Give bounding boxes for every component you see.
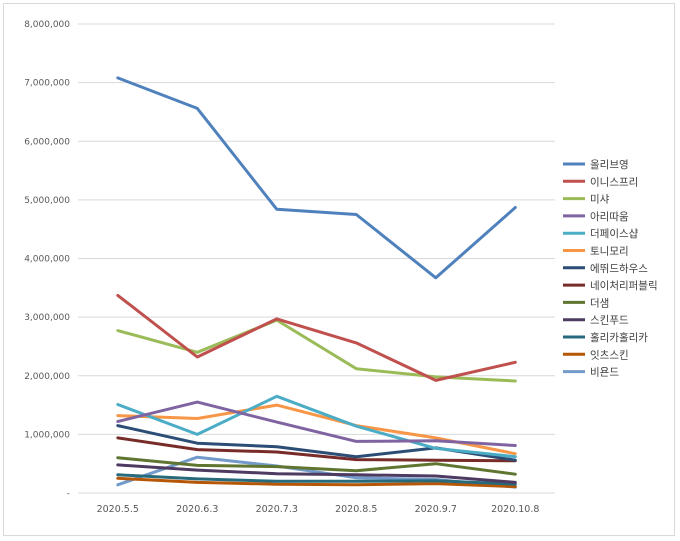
legend-label: 스킨푸드 [590,315,629,327]
y-tick-label: 8,000,000 [24,20,70,30]
legend-label: 비욘드 [590,367,619,379]
chart-frame [3,3,675,536]
legend-label: 더페이스샵 [590,228,639,240]
legend-label: 네이처리퍼블릭 [590,280,658,292]
y-tick-label: 6,000,000 [24,137,70,147]
x-tick-label: 2020.5.5 [97,504,139,515]
x-tick-label: 2020.8.5 [335,504,377,515]
legend-label: 올리브영 [590,159,629,171]
series-line [116,436,517,463]
y-tick-label: - [67,489,70,499]
legend-label: 에뛰드하우스 [590,262,648,275]
legend-label: 이니스프리 [590,176,638,188]
legend-label: 토니모리 [590,246,629,258]
legend-label: 더샘 [590,297,609,309]
y-tick-label: 1,000,000 [24,430,70,440]
series-line [116,293,517,382]
series-line [116,473,517,486]
y-tick-label: 2,000,000 [24,372,70,382]
grid-lines [78,23,555,494]
series-lines [116,76,517,489]
series-line [116,400,517,447]
y-tick-label: 3,000,000 [24,313,70,323]
series-line [116,76,517,280]
series-line [116,463,517,484]
legend-label: 아리따움 [590,211,629,223]
y-tick-label: 7,000,000 [24,79,70,89]
y-axis: - 1,000,000 2,000,000 3,000,000 4,000,000 5,0… [24,20,70,499]
y-tick-label: 5,000,000 [24,196,70,206]
x-tick-label: 2020.7.3 [256,504,298,515]
series-line [116,456,517,476]
legend-label: 잇츠스킨 [590,349,629,361]
legend: 올리브영이니스프리미샤아리따움더페이스샵토니모리에뛰드하우스네이처리퍼블릭더샘스… [563,159,658,379]
series-line [116,476,517,489]
legend-label: 미샤 [590,194,610,206]
x-tick-label: 2020.9.7 [415,504,457,515]
series-line [116,394,517,459]
y-tick-label: 4,000,000 [24,255,70,265]
legend-label: 홀리카홀리카 [590,331,648,344]
series-line [116,318,517,383]
x-axis: 2020.5.5 2020.6.3 2020.7.3 2020.8.5 2020.9.7… [97,504,540,515]
x-tick-label: 2020.6.3 [176,504,218,515]
x-tick-label: 2020.10.8 [491,504,539,515]
